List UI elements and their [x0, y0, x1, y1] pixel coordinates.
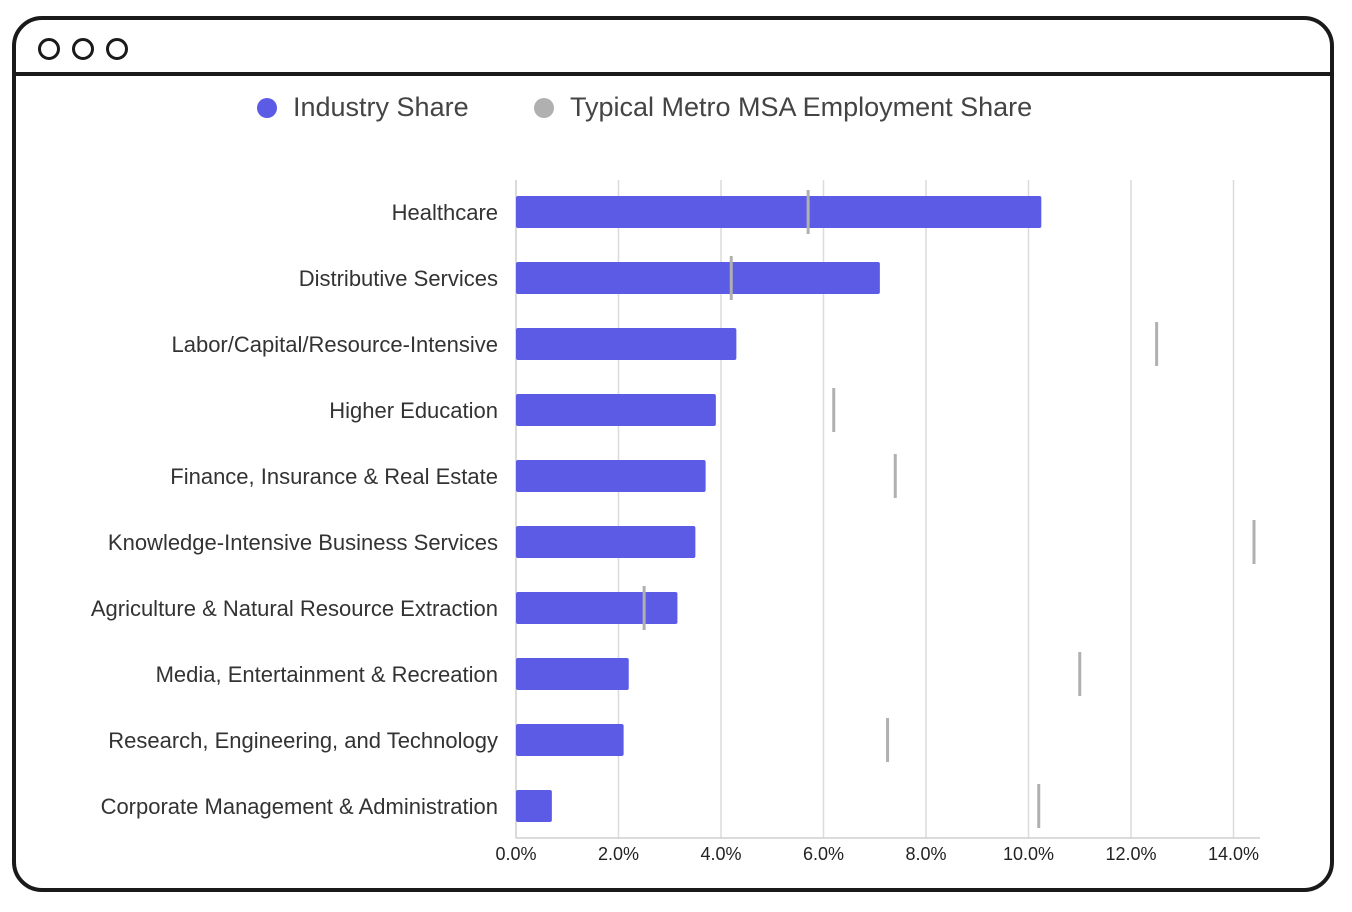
bar-industry-share	[516, 262, 880, 294]
category-label: Corporate Management & Administration	[101, 794, 498, 819]
x-tick-label: 2.0%	[598, 844, 639, 864]
x-tick-label: 0.0%	[495, 844, 536, 864]
category-label: Research, Engineering, and Technology	[108, 728, 498, 753]
bar-industry-share	[516, 394, 716, 426]
window-dot-1[interactable]	[38, 38, 60, 60]
bar-industry-share	[516, 790, 552, 822]
bar-industry-share	[516, 196, 1042, 228]
bar-industry-share	[516, 724, 624, 756]
legend-item-industry-share[interactable]: Industry Share	[257, 92, 469, 123]
bar-industry-share	[516, 328, 737, 360]
x-tick-label: 4.0%	[700, 844, 741, 864]
category-label: Distributive Services	[299, 266, 498, 291]
legend-swatch-industry-share	[257, 97, 277, 118]
category-label: Knowledge-Intensive Business Services	[108, 530, 498, 555]
window-titlebar	[16, 20, 1330, 76]
category-label: Labor/Capital/Resource-Intensive	[171, 332, 498, 357]
category-label: Finance, Insurance & Real Estate	[170, 464, 498, 489]
window-dot-2[interactable]	[72, 38, 94, 60]
bar-industry-share	[516, 460, 706, 492]
chart-legend: Industry Share Typical Metro MSA Employm…	[0, 86, 1352, 126]
x-tick-label: 6.0%	[803, 844, 844, 864]
legend-swatch-typical-metro	[534, 97, 554, 118]
category-label: Higher Education	[329, 398, 498, 423]
bar-industry-share	[516, 526, 696, 558]
x-tick-label: 14.0%	[1208, 844, 1259, 864]
window-dot-3[interactable]	[106, 38, 128, 60]
category-label: Agriculture & Natural Resource Extractio…	[91, 596, 498, 621]
x-tick-label: 8.0%	[905, 844, 946, 864]
category-label: Healthcare	[392, 200, 498, 225]
bar-industry-share	[516, 658, 629, 690]
x-tick-label: 12.0%	[1105, 844, 1156, 864]
bar-industry-share	[516, 592, 678, 624]
browser-window	[12, 16, 1334, 892]
legend-item-typical-metro[interactable]: Typical Metro MSA Employment Share	[534, 92, 1032, 123]
category-label: Media, Entertainment & Recreation	[156, 662, 498, 687]
legend-label-typical-metro: Typical Metro MSA Employment Share	[570, 92, 1033, 122]
x-tick-label: 10.0%	[1003, 844, 1054, 864]
legend-label-industry-share: Industry Share	[293, 92, 469, 122]
